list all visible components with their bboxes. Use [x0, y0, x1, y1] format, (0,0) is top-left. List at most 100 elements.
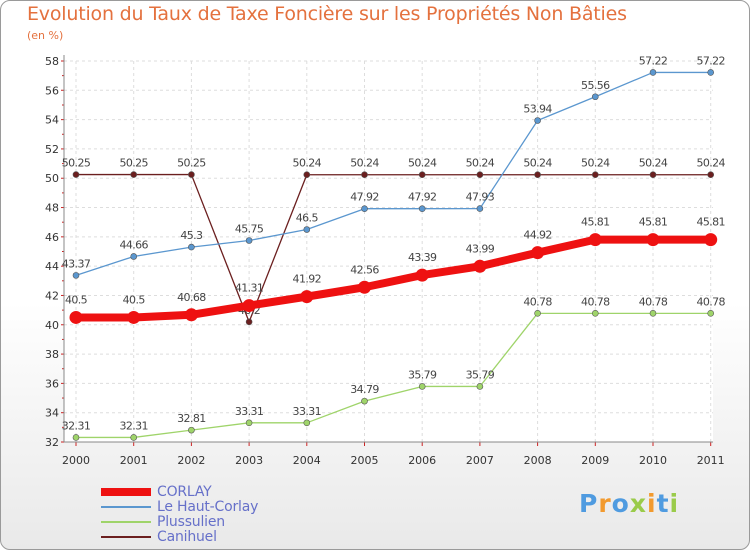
data-label-canihuel-2004: 50.24: [293, 157, 322, 170]
data-label-canihuel-2007: 50.24: [466, 157, 495, 170]
data-label-corlay-2008: 44.92: [523, 229, 552, 242]
data-label-corlay-2005: 42.56: [350, 263, 379, 276]
series-corlay: 40.5 40.5 40.68 41.31 41.92 42.56 43.39 43.99 44…: [65, 216, 726, 324]
y-tick-label-54: 54: [45, 114, 59, 127]
legend-label-corlay: CORLAY: [157, 484, 212, 500]
data-point-corlay-2001: [127, 310, 141, 324]
series-line-corlay: [72, 235, 715, 322]
y-tick-label-34: 34: [45, 407, 59, 420]
x-tick-label-2008: 2008: [524, 454, 552, 467]
series-canihuel: 50.2550.2550.2540.250.2450.2450.2450.245…: [62, 157, 726, 326]
data-label-plussulien-2001: 32.31: [119, 419, 148, 432]
x-tick-label-2004: 2004: [293, 454, 321, 467]
data-label-corlay-2010: 45.81: [639, 216, 668, 229]
y-tick-label-46: 46: [45, 231, 59, 244]
data-point-canihuel-2004: [303, 171, 311, 179]
data-point-plussulien-2003: [245, 419, 253, 427]
logo-letter: x: [629, 489, 647, 518]
data-label-corlay-2009: 45.81: [581, 216, 610, 229]
data-point-canihuel-2009: [591, 171, 599, 179]
data-point-plussulien-2005: [361, 397, 368, 405]
data-label-le-haut-corlay-2009: 55.56: [581, 79, 610, 92]
y-tick-label-52: 52: [45, 143, 59, 156]
data-point-corlay-2000: [69, 310, 83, 324]
x-tick-label-2002: 2002: [177, 454, 205, 467]
data-label-canihuel-2005: 50.24: [350, 157, 379, 170]
data-label-le-haut-corlay-2002: 45.3: [180, 229, 203, 242]
series-line-plussulien: [75, 312, 712, 439]
data-point-le-haut-corlay-2006: [418, 205, 426, 213]
data-point-corlay-2008: [531, 246, 545, 260]
x-tick-label-2007: 2007: [466, 454, 494, 467]
data-point-corlay-2011: [704, 233, 718, 247]
x-tick-label-2011: 2011: [697, 454, 725, 467]
data-point-canihuel-2006: [418, 171, 426, 179]
y-tick-label-50: 50: [45, 172, 59, 185]
plot-area: [64, 61, 713, 442]
data-point-le-haut-corlay-2005: [361, 205, 368, 213]
series-le-haut-corlay: 43.37 44.66 45.3 45.75 46.5 47.92 47.92 47.93 53…: [62, 54, 726, 279]
logo-letter: i: [647, 489, 657, 518]
logo-letter: o: [611, 489, 630, 518]
legend-swatch-le-haut-corlay: [101, 506, 151, 508]
data-point-le-haut-corlay-2004: [303, 226, 311, 233]
x-tick-label-2000: 2000: [62, 454, 90, 467]
legend-label-le-haut-corlay: Le Haut-Corlay: [157, 499, 259, 515]
data-label-corlay-2007: 43.99: [466, 242, 495, 255]
data-label-le-haut-corlay-2007: 47.93: [466, 191, 495, 204]
data-point-canihuel-2010: [649, 171, 657, 179]
y-tick-label-38: 38: [45, 348, 59, 361]
logo-letter: i: [669, 489, 680, 518]
data-point-plussulien-2002: [188, 426, 195, 434]
data-point-canihuel-2001: [130, 171, 137, 178]
data-label-le-haut-corlay-2003: 45.75: [235, 223, 264, 236]
data-label-canihuel-2008: 50.24: [523, 157, 552, 170]
data-label-plussulien-2006: 35.79: [408, 368, 437, 381]
data-label-le-haut-corlay-2005: 47.92: [350, 191, 379, 204]
data-point-canihuel-2007: [476, 171, 484, 179]
data-label-corlay-2003: 41.31: [235, 282, 264, 295]
y-tick-label-40: 40: [45, 319, 59, 332]
data-point-plussulien-2011: [707, 310, 715, 317]
y-tick-label-32: 32: [45, 436, 59, 449]
data-point-plussulien-2000: [72, 434, 80, 441]
data-point-corlay-2010: [646, 233, 660, 247]
data-point-plussulien-2009: [591, 310, 599, 317]
data-point-plussulien-2007: [476, 383, 484, 390]
data-label-plussulien-2005: 34.79: [350, 383, 379, 396]
series-line-le-haut-corlay: [75, 71, 712, 277]
data-point-corlay-2005: [358, 280, 371, 294]
data-point-le-haut-corlay-2009: [591, 93, 599, 101]
data-point-plussulien-2008: [534, 310, 541, 317]
legend-label-canihuel: Canihuel: [157, 529, 217, 545]
data-label-plussulien-2000: 32.31: [62, 419, 91, 432]
y-tick-label-36: 36: [45, 377, 59, 390]
data-label-corlay-2000: 40.5: [65, 293, 88, 306]
data-label-plussulien-2009: 40.78: [581, 295, 610, 308]
data-label-plussulien-2008: 40.78: [523, 295, 552, 308]
chart-title: Evolution du Taux de Taxe Foncière sur l…: [27, 3, 627, 25]
data-label-canihuel-2000: 50.25: [62, 157, 91, 170]
data-point-le-haut-corlay-2007: [476, 205, 484, 212]
x-tick-label-2005: 2005: [351, 454, 379, 467]
y-tick-label-56: 56: [45, 84, 59, 97]
data-label-plussulien-2011: 40.78: [696, 295, 725, 308]
data-label-le-haut-corlay-2008: 53.94: [523, 102, 552, 115]
data-label-plussulien-2003: 33.31: [235, 405, 264, 418]
x-tick-label-2001: 2001: [120, 454, 148, 467]
data-label-plussulien-2010: 40.78: [639, 295, 668, 308]
data-label-le-haut-corlay-2001: 44.66: [119, 238, 148, 251]
data-point-le-haut-corlay-2010: [649, 69, 657, 76]
data-point-plussulien-2004: [303, 419, 311, 427]
data-point-canihuel-2002: [188, 171, 195, 178]
data-point-le-haut-corlay-2000: [72, 272, 80, 279]
y-tick-label-44: 44: [45, 260, 59, 273]
data-point-canihuel-2005: [361, 171, 368, 179]
data-point-le-haut-corlay-2001: [130, 253, 137, 260]
y-tick-label-42: 42: [45, 289, 59, 302]
y-tick-label-58: 58: [45, 55, 59, 68]
data-label-canihuel-2010: 50.24: [639, 157, 668, 170]
data-label-plussulien-2002: 32.81: [177, 412, 206, 425]
